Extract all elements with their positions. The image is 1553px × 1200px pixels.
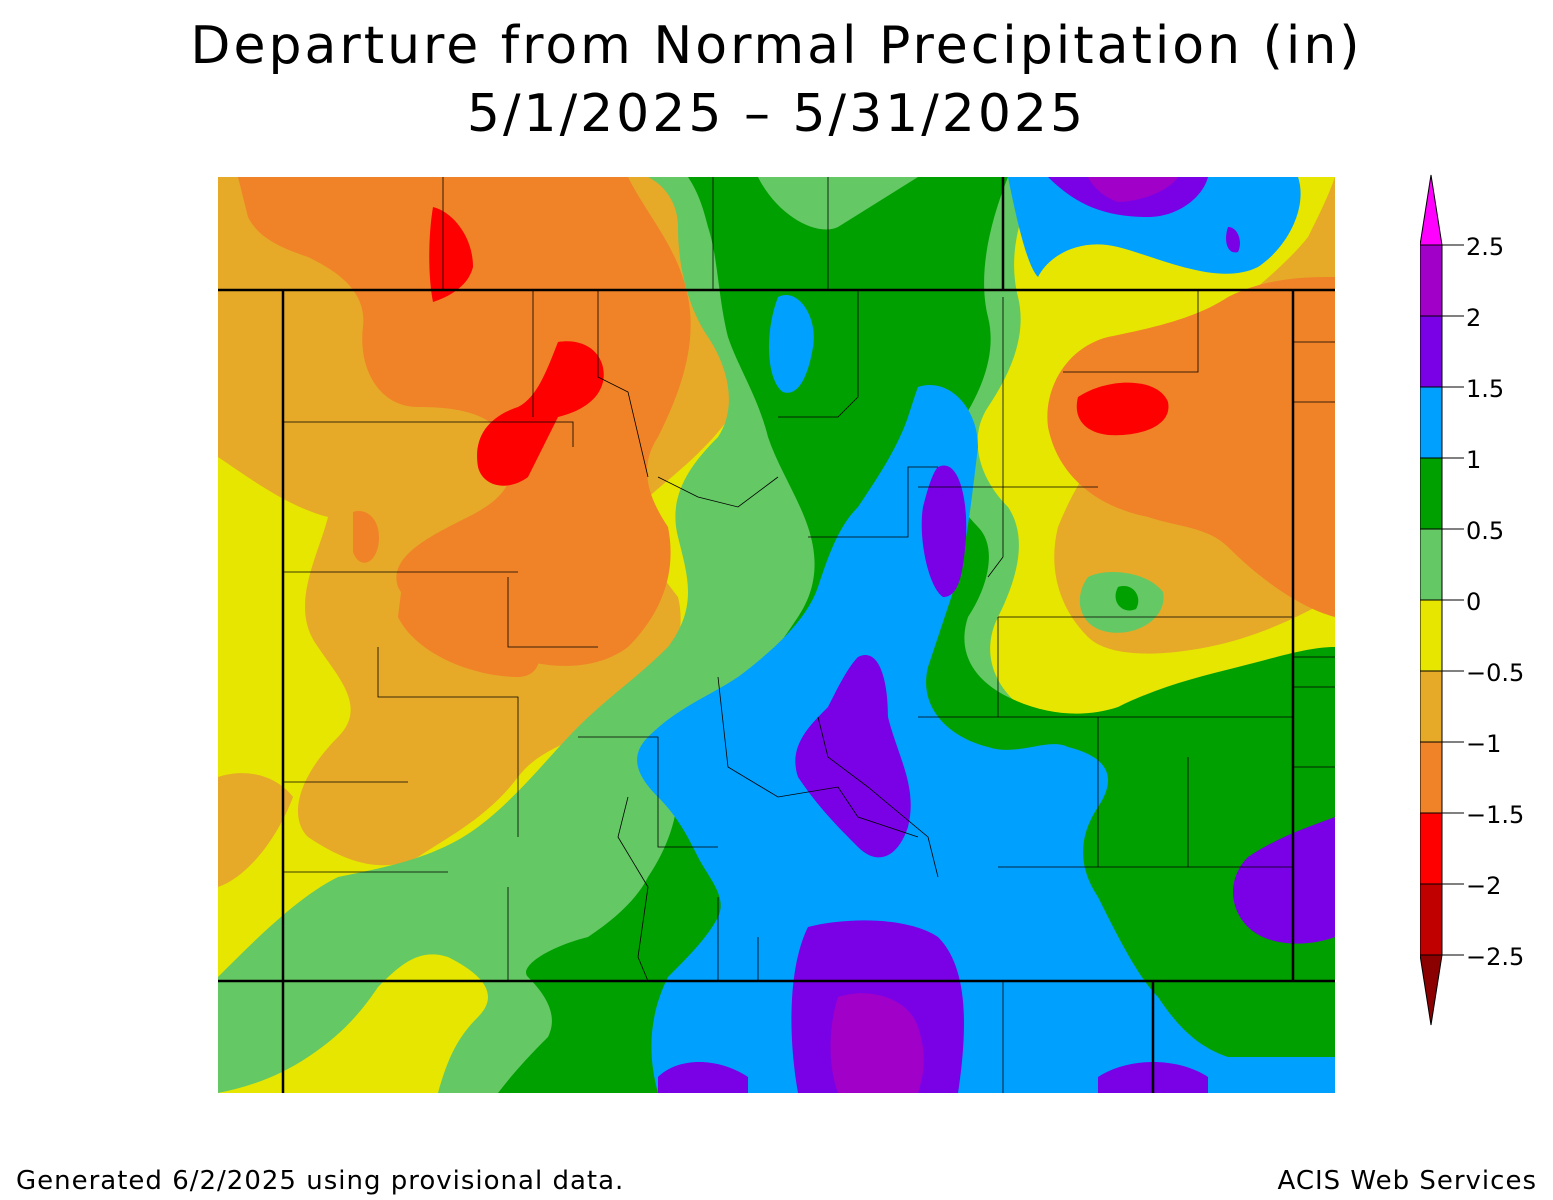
contour-blue-central — [637, 385, 1335, 1093]
contour-purple-south — [795, 655, 911, 858]
legend-tick: −1 — [1466, 730, 1501, 758]
legend-bin-5 — [1420, 457, 1443, 530]
contour-blue-central-west — [691, 728, 741, 791]
legend-arrow-top — [1420, 174, 1443, 246]
legend-tick: 2 — [1466, 304, 1481, 332]
legend-bin-7 — [1420, 599, 1443, 672]
legend-tick: −2 — [1466, 872, 1501, 900]
legend-tick: −2.5 — [1466, 943, 1524, 971]
map-title: Departure from Normal Precipitation (in) — [190, 16, 1363, 76]
legend-bin-8 — [1420, 670, 1443, 743]
color-legend: 2.5 2 1.5 1 0.5 0 −0.5 −1 −1.5 −2 −2.5 — [1420, 174, 1524, 1026]
contour-red-central — [477, 341, 604, 486]
contour-orange-east — [1047, 277, 1335, 617]
footer-generated: Generated 6/2/2025 using provisional dat… — [16, 1166, 625, 1196]
contour-purple-central — [921, 465, 967, 597]
contour-blue-north — [768, 295, 814, 393]
legend-bin-4 — [1420, 386, 1443, 459]
contour-purple-south-west — [658, 1062, 748, 1093]
contour-orange-sw-blob — [353, 511, 379, 563]
legend-bin-2 — [1420, 244, 1443, 317]
contour-purple-ne-small — [1226, 227, 1240, 253]
contour-lightorange-sw — [218, 773, 293, 887]
legend-arrow-bottom — [1420, 954, 1443, 1026]
legend-tick: 1.5 — [1466, 375, 1504, 403]
legend-bin-9 — [1420, 741, 1443, 814]
legend-bin-11 — [1420, 883, 1443, 956]
legend-bin-10 — [1420, 812, 1443, 885]
legend-tick: 1 — [1466, 446, 1481, 474]
contour-orange-north — [238, 177, 691, 666]
legend-bin-3 — [1420, 315, 1443, 388]
contour-green-east-dot — [1115, 586, 1139, 611]
legend-tick: 0.5 — [1466, 517, 1504, 545]
county-lines — [283, 177, 1335, 1093]
legend-bin-6 — [1420, 528, 1443, 601]
contour-violet-south — [830, 993, 924, 1093]
legend-tick: −0.5 — [1466, 659, 1524, 687]
contour-red-north — [429, 207, 473, 302]
state-borders — [218, 177, 1335, 1093]
precipitation-map — [218, 177, 1335, 1093]
contour-violet-ne — [1088, 177, 1178, 202]
legend-tick: 0 — [1466, 588, 1481, 616]
legend-tick: 2.5 — [1466, 233, 1504, 261]
contour-red-east — [1076, 382, 1169, 436]
contour-purple-southeast — [1233, 817, 1335, 944]
footer-source: ACIS Web Services — [1277, 1166, 1537, 1196]
legend-tick: −1.5 — [1466, 801, 1524, 829]
map-subtitle: 5/1/2025 – 5/31/2025 — [466, 84, 1087, 144]
contour-orange-central — [398, 577, 539, 677]
